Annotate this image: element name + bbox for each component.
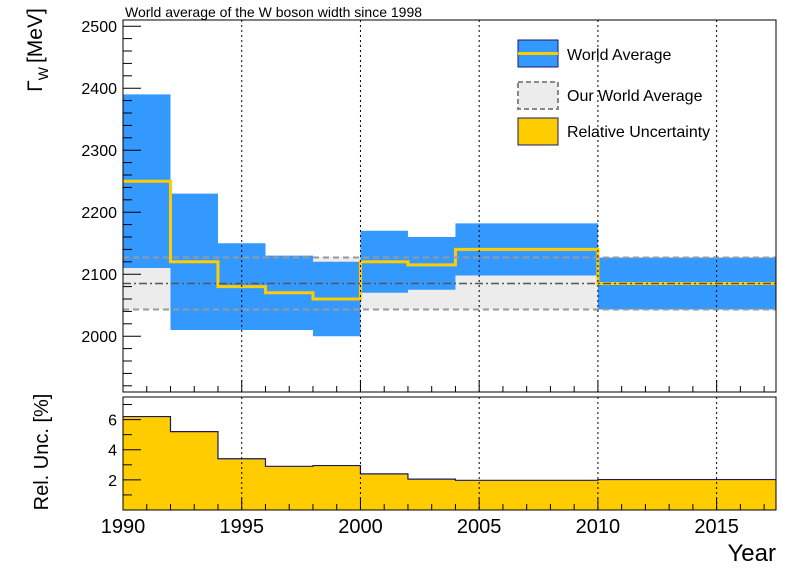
xtick-label-1995: 1995 <box>219 516 264 538</box>
xtick-label-2010: 2010 <box>576 516 621 538</box>
legend-label-our-world-average: Our World Average <box>567 88 703 105</box>
ytick-bottom-label-2: 2 <box>108 473 117 490</box>
bottom-plot-frame <box>122 396 777 511</box>
y-axis-label-bottom: Rel. Unc. [%] <box>31 394 53 511</box>
legend-label-relative-uncertainty: Relative Uncertainty <box>567 124 710 141</box>
xtick-label-2000: 2000 <box>338 516 383 538</box>
ytick-label-2000: 2000 <box>81 329 117 346</box>
ytick-bottom-label-4: 4 <box>108 443 117 460</box>
chart-title: World average of the W boson width since… <box>125 4 422 20</box>
ytick-label-2100: 2100 <box>81 267 117 284</box>
xtick-label-2015: 2015 <box>694 516 739 538</box>
xtick-label-1990: 1990 <box>101 516 146 538</box>
x-axis-label: Year <box>728 540 777 567</box>
legend-label-world-average: World Average <box>567 47 671 64</box>
svg-text:ΓW[MeV]: ΓW [MeV] <box>24 8 51 92</box>
world-average-line <box>123 179 776 301</box>
world-average-panel: 2000 2100 2200 2300 2400 2500 World average o… <box>24 4 777 393</box>
xtick-label-2005: 2005 <box>457 516 502 538</box>
ytick-label-2500: 2500 <box>81 19 117 36</box>
y-axis-label-top: ΓW [MeV] <box>24 8 51 92</box>
gamma-subscript: W <box>35 66 51 80</box>
unit-label: [MeV] <box>24 8 47 63</box>
ytick-label-2300: 2300 <box>81 143 117 160</box>
legend: World Average Our World Average Relative… <box>517 39 710 146</box>
relative-uncertainty-edge <box>123 415 776 481</box>
relative-uncertainty-panel: 2 4 6 1990 1995 2000 2005 2010 2015 Rel. Unc. [%… <box>31 394 777 567</box>
world-average-band <box>123 94 776 337</box>
legend-swatch-our-world-average <box>517 81 559 110</box>
ytick-label-2200: 2200 <box>81 205 117 222</box>
relative-uncertainty-area <box>123 416 776 510</box>
top-plot-frame <box>122 19 777 393</box>
gamma-symbol: Γ <box>24 80 47 92</box>
legend-swatch-relative-uncertainty <box>517 117 559 146</box>
ytick-label-2400: 2400 <box>81 81 117 98</box>
ytick-bottom-label-6: 6 <box>108 413 117 430</box>
